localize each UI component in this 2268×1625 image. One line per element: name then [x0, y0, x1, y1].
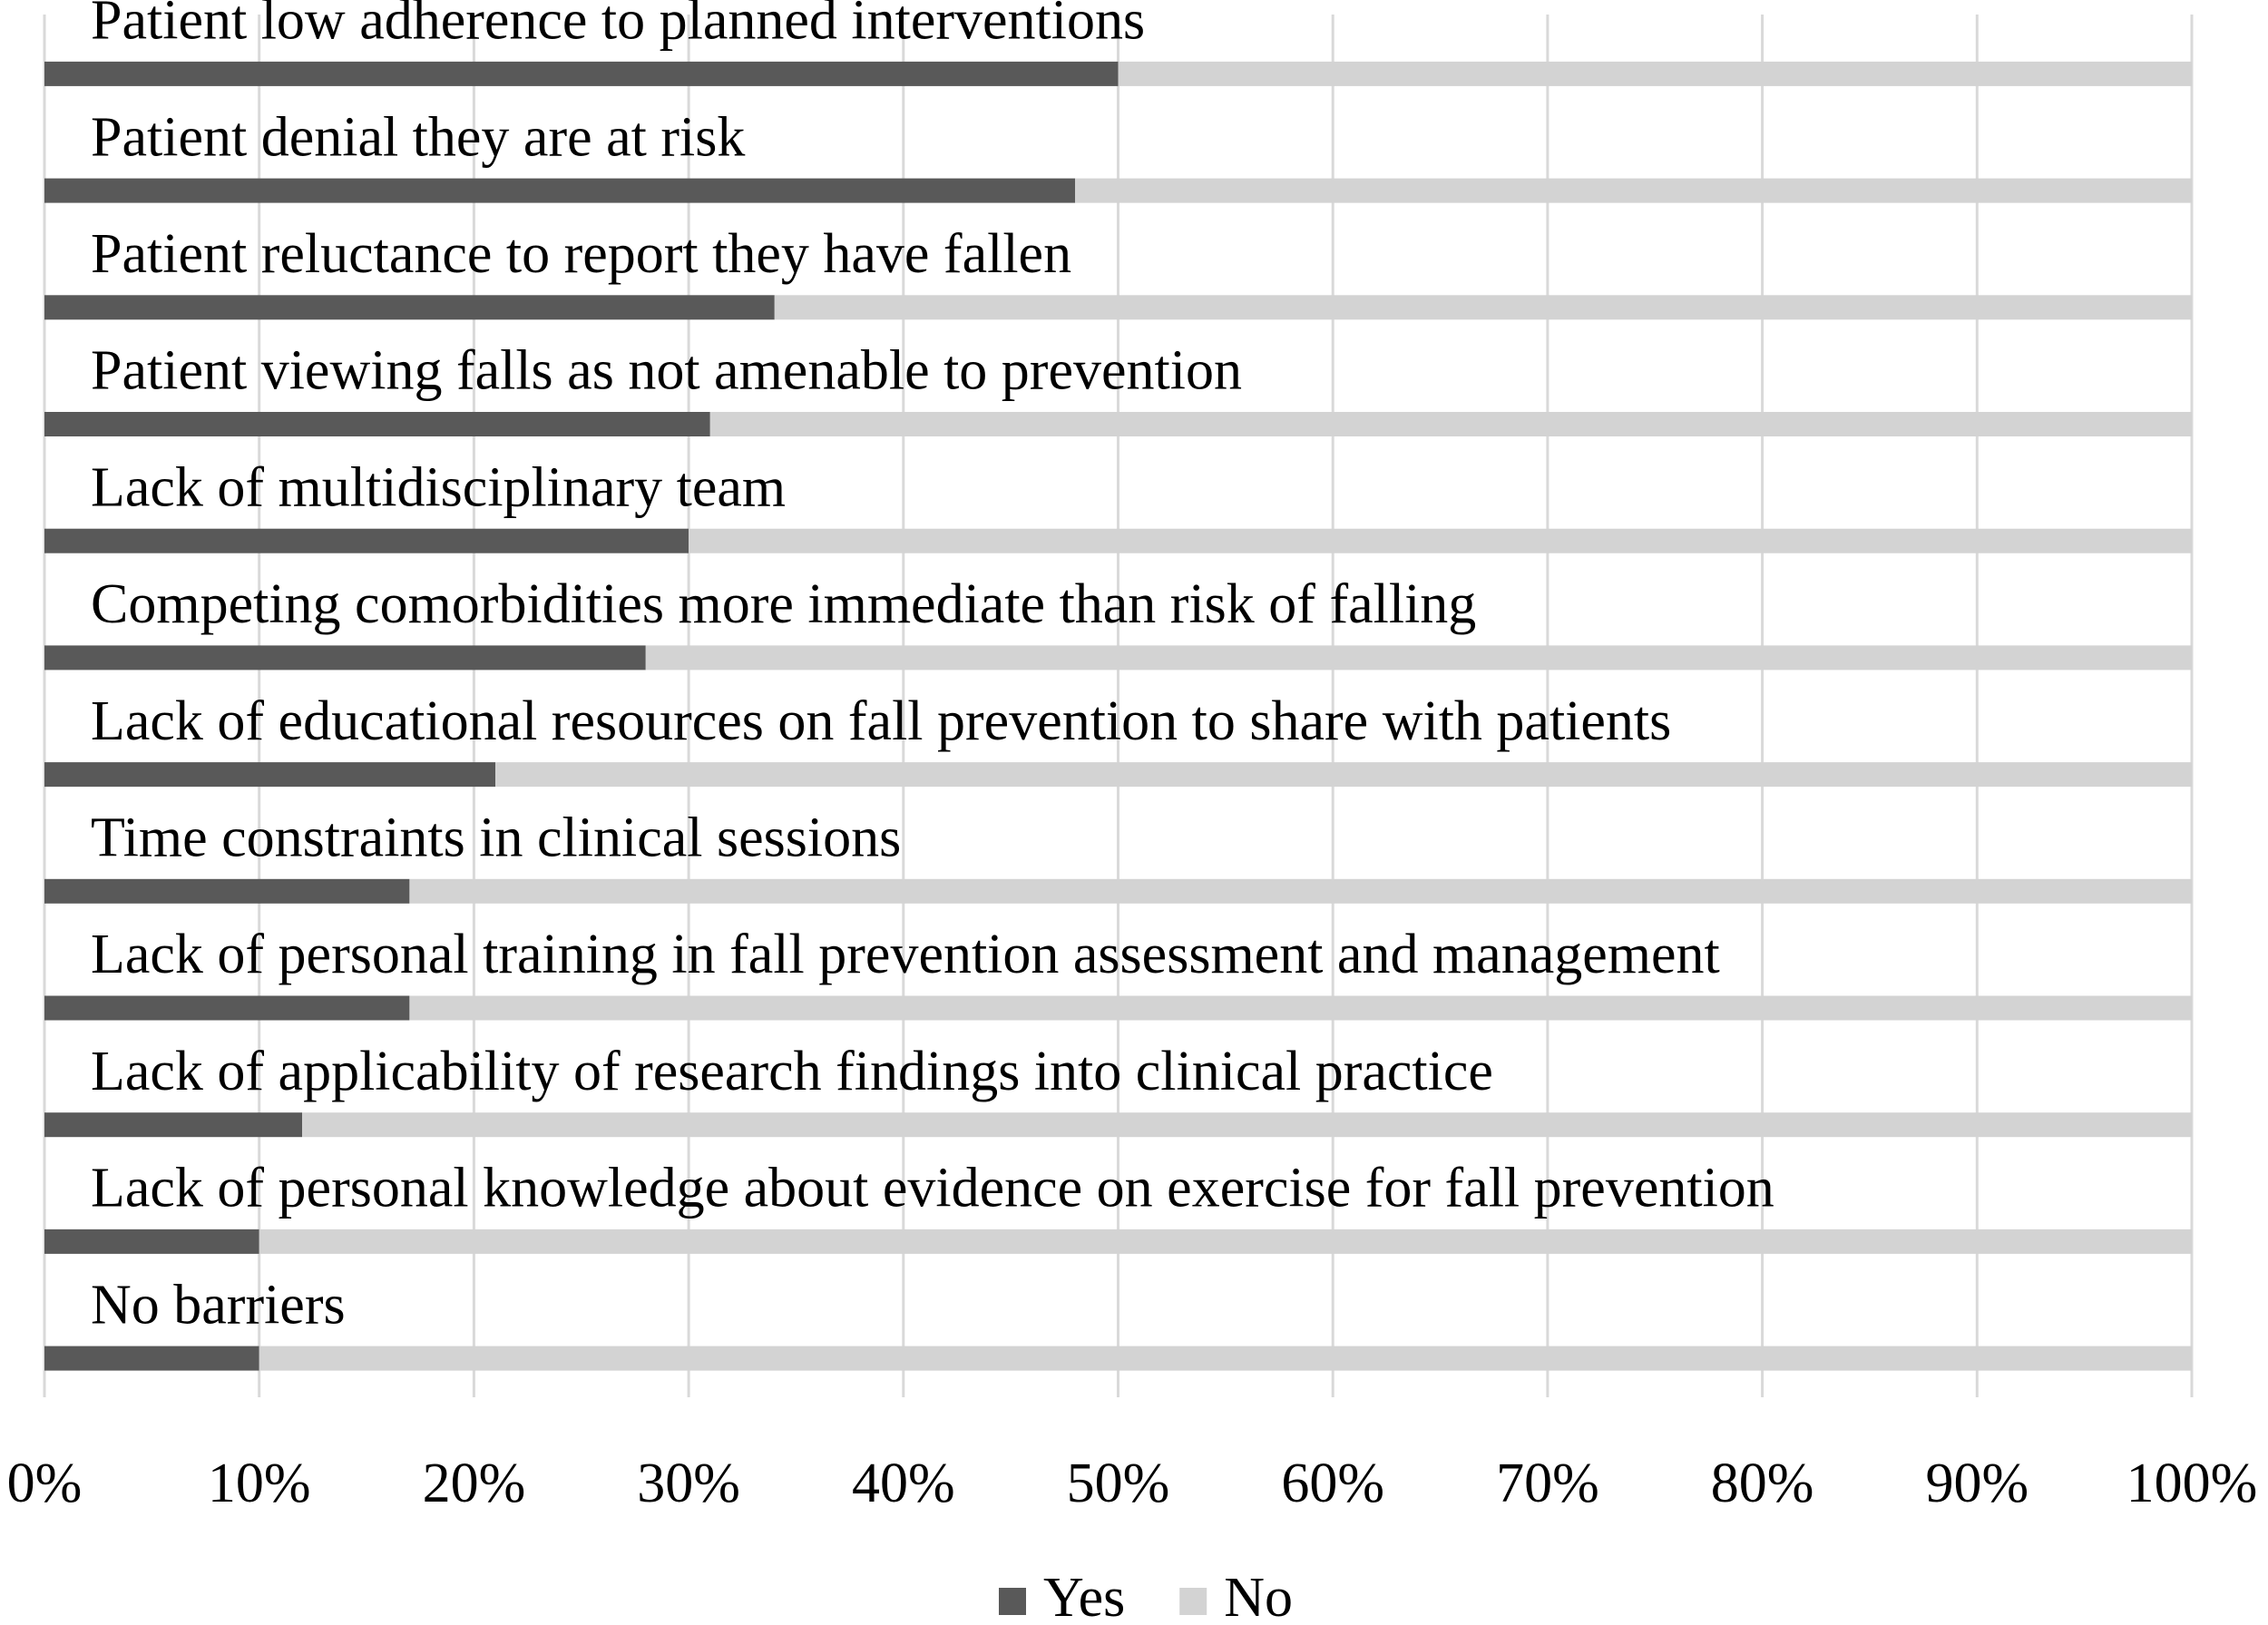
category-label: Lack of personal knowledge about evidenc… [91, 1158, 1774, 1219]
category-label: Lack of educational resources on fall pr… [91, 690, 1671, 752]
bar-segment [259, 1346, 2193, 1371]
x-tick-label: 60% [1281, 1453, 1384, 1514]
x-tick-label: 40% [852, 1453, 955, 1514]
bar-segment [689, 528, 2192, 553]
bar-segment [44, 1346, 259, 1371]
legend-label: No [1224, 1567, 1293, 1625]
bar-segment [1075, 178, 2192, 203]
x-tick-label: 80% [1711, 1453, 1814, 1514]
category-label: Lack of multidisciplinary team [91, 456, 786, 518]
bar-segment [302, 1112, 2192, 1138]
bar-segment [44, 995, 410, 1021]
x-tick-label: 90% [1925, 1453, 2028, 1514]
x-tick-label: 50% [1067, 1453, 1170, 1514]
bar-segment [44, 412, 710, 436]
x-tick-label: 10% [208, 1453, 311, 1514]
legend-swatch [999, 1588, 1026, 1615]
bar-segment [259, 1229, 2193, 1254]
bar-segment [409, 995, 2192, 1021]
category-label: Patient reluctance to report they have f… [91, 223, 1071, 285]
bar-segment [709, 412, 2192, 436]
bar-segment [44, 178, 1076, 203]
legend-swatch [1179, 1588, 1207, 1615]
bar-segment [44, 878, 410, 904]
bar-segment [44, 762, 496, 788]
x-tick-label: 20% [423, 1453, 526, 1514]
category-label: Patient viewing falls as not amenable to… [91, 340, 1242, 402]
bar-segment [645, 645, 2192, 671]
legend-label: Yes [1043, 1567, 1125, 1625]
bar-segment [44, 1112, 303, 1138]
x-tick-label: 30% [637, 1453, 740, 1514]
bar-segment [409, 878, 2192, 904]
category-label: Time constraints in clinical sessions [91, 808, 901, 869]
category-label: Competing comorbidities more immediate t… [91, 573, 1476, 635]
bar-segment [44, 61, 1119, 86]
bar-segment [44, 645, 646, 671]
category-label: No barriers [91, 1274, 346, 1336]
bar-segment [495, 762, 2192, 788]
bar-segment [44, 295, 775, 320]
bar-segment [774, 295, 2192, 320]
bar-segment [44, 1229, 259, 1254]
bar-segment [1118, 61, 2192, 86]
category-label: Lack of personal training in fall preven… [91, 924, 1720, 985]
x-tick-label: 0% [7, 1453, 83, 1514]
category-label: Patient low adherence to planned interve… [91, 0, 1145, 52]
bar-segment [44, 528, 689, 553]
category-label: Patient denial they are at risk [91, 106, 745, 168]
category-label: Lack of applicability of research findin… [91, 1041, 1493, 1102]
x-tick-label: 70% [1496, 1453, 1599, 1514]
x-tick-label: 100% [2126, 1453, 2258, 1514]
